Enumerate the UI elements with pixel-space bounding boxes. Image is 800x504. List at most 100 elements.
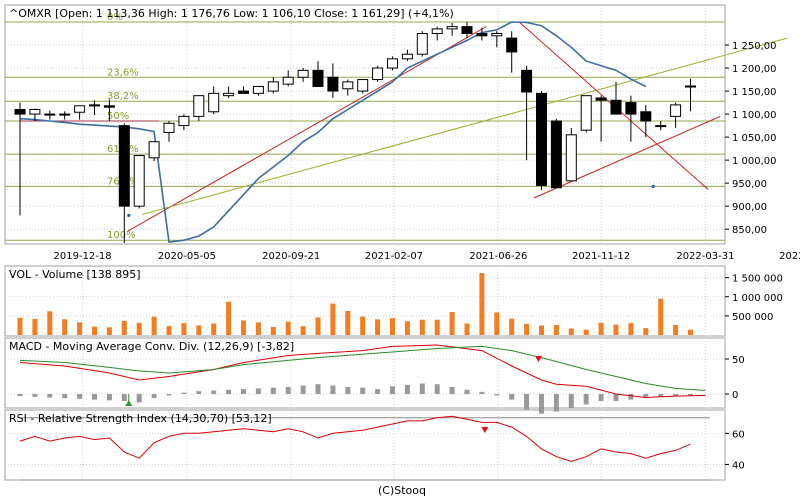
- candle: [670, 104, 682, 117]
- macd-y-tick-label: 50: [732, 355, 745, 366]
- price-panel-title: ^OMXR [Open: 1 113,36 High: 1 176,76 Low…: [9, 7, 454, 20]
- candle: [29, 108, 41, 115]
- buy-signal-marker: [125, 400, 133, 406]
- x-tick-label: 2020-05-05: [158, 251, 216, 262]
- macd-y-tick-label: 0: [732, 390, 738, 401]
- candle: [565, 134, 577, 182]
- macd-histogram-bar: [688, 394, 693, 396]
- rsi-panel-title: RSI - Relative Strength Index (14,30,70)…: [9, 412, 272, 425]
- volume-bar: [47, 311, 53, 335]
- candle: [297, 69, 309, 78]
- macd-histogram-bar: [62, 394, 68, 399]
- candle: [74, 105, 86, 113]
- candle: [476, 33, 488, 37]
- price-y-tick-label: 900,00: [732, 202, 767, 213]
- x-tick-label: 2022-08-17: [779, 251, 800, 262]
- macd-histogram-bar: [181, 392, 187, 394]
- rsi-y-tick-label: 60: [732, 429, 745, 440]
- volume-bar: [628, 323, 634, 335]
- volume-bar: [285, 321, 291, 335]
- candle: [595, 97, 607, 101]
- axes-layer: 2019-12-18 2020-05-05 2020-09-21 2021-02-07…: [54, 41, 800, 471]
- macd-histogram-bar: [166, 394, 172, 396]
- candle: [461, 26, 473, 35]
- price-y-tick-label: 1 100,00: [732, 110, 777, 121]
- candle: [118, 125, 130, 207]
- moving-average-line: [19, 21, 647, 243]
- price-panel-frame: [4, 4, 726, 245]
- candle: [223, 92, 235, 97]
- candle: [327, 76, 339, 92]
- macd-histogram-bar: [241, 389, 246, 394]
- volume-bar: [688, 329, 693, 335]
- price-y-tick-label: 850,00: [732, 225, 767, 236]
- volume-bar: [598, 322, 604, 335]
- macd-histogram-bar: [494, 394, 500, 396]
- candle: [536, 92, 547, 186]
- volume-bar: [166, 326, 172, 335]
- volume-bar: [509, 318, 515, 335]
- candle: [148, 141, 160, 159]
- fibonacci-level-label: 100%: [107, 230, 136, 241]
- volume-bar: [196, 325, 202, 335]
- macd-histogram-bar: [509, 394, 515, 400]
- volume-bar: [17, 317, 23, 335]
- volume-bar: [419, 319, 425, 335]
- macd-histogram-bar: [92, 394, 97, 400]
- volume-bar: [553, 325, 559, 335]
- candle: [193, 95, 205, 117]
- candle: [44, 113, 56, 116]
- macd-histogram-bar: [17, 394, 23, 397]
- macd-histogram-bar: [375, 389, 381, 394]
- volume-bar: [226, 301, 232, 335]
- macd-histogram-bar: [196, 391, 202, 394]
- volume-bar: [32, 318, 38, 335]
- macd-histogram-bar: [419, 383, 425, 394]
- volume-bar: [613, 324, 619, 335]
- volume-bar: [315, 317, 321, 335]
- volume-bar: [300, 326, 306, 335]
- candle: [282, 76, 294, 85]
- volume-bar: [345, 310, 351, 335]
- macd-histogram-bar: [300, 385, 306, 394]
- price-marker-point: [127, 213, 131, 217]
- macd-histogram-bar: [360, 387, 366, 394]
- macd-histogram-bar: [434, 384, 440, 394]
- x-tick-label: 2022-03-31: [676, 251, 734, 262]
- macd-histogram-bar: [211, 390, 217, 394]
- rsi-signal-marker: [481, 427, 489, 433]
- candle: [640, 111, 652, 122]
- macd-histogram-bar: [613, 394, 619, 401]
- macd-histogram-bar: [47, 394, 53, 398]
- volume-bar: [524, 323, 530, 335]
- volume-y-tick-label: 500 000: [732, 312, 773, 323]
- candle: [610, 99, 622, 115]
- volume-bar: [106, 327, 112, 335]
- volume-y-tick-label: 1 500 000: [732, 274, 783, 285]
- candle: [103, 105, 115, 108]
- macd-histogram-bar: [270, 387, 276, 394]
- volume-bar: [360, 316, 366, 335]
- macd-line: [19, 344, 706, 399]
- candle: [506, 37, 518, 53]
- candle: [387, 58, 398, 69]
- trendline: [142, 37, 788, 215]
- macd-histogram-bar: [315, 384, 321, 394]
- volume-bar: [270, 326, 276, 335]
- volume-bar: [404, 321, 410, 335]
- signal-line: [19, 345, 706, 391]
- macd-histogram-bar: [404, 384, 410, 394]
- candle: [312, 69, 324, 87]
- volume-bar: [643, 328, 649, 335]
- macd-histogram-bar: [285, 387, 291, 394]
- volume-y-tick-label: 1 000 000: [732, 293, 783, 304]
- macd-histogram-bar: [598, 394, 604, 401]
- candle: [550, 120, 562, 189]
- candle: [267, 81, 279, 92]
- candle: [163, 122, 175, 133]
- volume-bar: [434, 319, 440, 335]
- macd-histogram-bar: [449, 387, 455, 394]
- volume-bar: [77, 322, 83, 335]
- macd-histogram-bar: [658, 394, 664, 397]
